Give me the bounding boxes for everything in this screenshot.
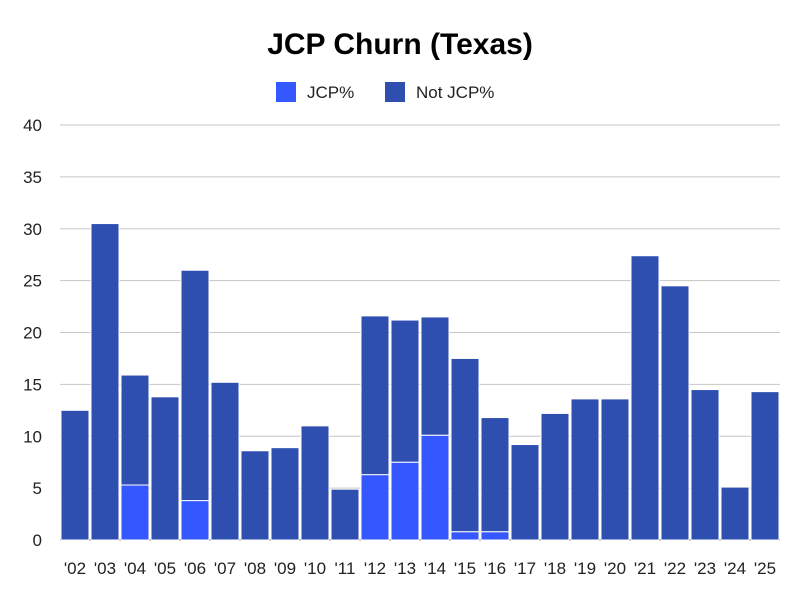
bar-segment-not-jcp	[300, 425, 330, 541]
bar-segment-not-jcp	[180, 269, 210, 502]
legend-label: Not JCP%	[416, 83, 494, 102]
x-tick-label: '23	[694, 559, 716, 578]
x-tick-label: '02	[64, 559, 86, 578]
y-tick-label: 40	[23, 116, 42, 135]
gridlines	[60, 124, 780, 541]
bar-segment-not-jcp	[630, 255, 660, 541]
y-tick-label: 25	[23, 272, 42, 291]
y-tick-label: 0	[33, 531, 42, 550]
x-tick-label: '25	[754, 559, 776, 578]
bar-segment-not-jcp	[330, 488, 360, 541]
x-tick-label: '10	[304, 559, 326, 578]
bar-segment-not-jcp	[540, 412, 570, 541]
y-tick-label: 20	[23, 324, 42, 343]
legend-swatch	[385, 82, 405, 102]
bar-segment-not-jcp	[360, 315, 390, 476]
y-tick-label: 35	[23, 168, 42, 187]
bar-segment-not-jcp	[210, 381, 240, 541]
legend-swatch	[276, 82, 296, 102]
bar-segment-not-jcp	[690, 389, 720, 541]
bar-segment-jcp	[120, 484, 150, 541]
x-tick-label: '17	[514, 559, 536, 578]
bar-segment-jcp	[480, 531, 510, 541]
x-axis-tick-labels: '02 '03 '04 '05 '06 '07 '08 '09 '10 '11 '12 '13 '14 '…	[64, 559, 776, 578]
x-tick-label: '22	[664, 559, 686, 578]
x-tick-label: '14	[424, 559, 446, 578]
bar-segment-not-jcp	[420, 316, 450, 436]
chart-title: JCP Churn (Texas)	[267, 28, 533, 61]
bar-segment-not-jcp	[240, 450, 270, 541]
bar-segment-not-jcp	[450, 357, 480, 533]
legend-label: JCP%	[307, 83, 354, 102]
bar-segment-jcp	[360, 474, 390, 541]
x-tick-label: '13	[394, 559, 416, 578]
x-tick-label: '06	[184, 559, 206, 578]
x-tick-label: '08	[244, 559, 266, 578]
bar-segment-jcp	[420, 434, 450, 541]
y-tick-label: 5	[33, 479, 42, 498]
bar-segment-not-jcp	[570, 398, 600, 541]
bar-segment-not-jcp	[90, 223, 120, 541]
bar-segment-jcp	[180, 500, 210, 541]
x-tick-label: '04	[124, 559, 146, 578]
x-tick-label: '20	[604, 559, 626, 578]
y-axis-tick-labels: 0 5 10 15 20 25 30 35 40	[23, 116, 42, 550]
bar-segment-not-jcp	[510, 444, 540, 541]
x-tick-label: '07	[214, 559, 236, 578]
x-tick-label: '05	[154, 559, 176, 578]
bar-segment-not-jcp	[750, 391, 780, 541]
x-tick-label: '12	[364, 559, 386, 578]
bar-segment-jcp	[390, 461, 420, 541]
bar-segment-not-jcp	[390, 319, 420, 463]
bar-segment-not-jcp	[660, 285, 690, 541]
x-tick-label: '03	[94, 559, 116, 578]
x-tick-label: '24	[724, 559, 746, 578]
bar-segment-jcp	[450, 531, 480, 541]
bar-segment-not-jcp	[720, 486, 750, 541]
x-tick-label: '19	[574, 559, 596, 578]
bar-segment-not-jcp	[60, 409, 90, 541]
x-tick-label: '18	[544, 559, 566, 578]
bar-segment-not-jcp	[480, 417, 510, 533]
bar-segment-not-jcp	[150, 396, 180, 541]
bar-segment-not-jcp	[270, 447, 300, 541]
legend: JCP% Not JCP%	[276, 82, 494, 102]
bars	[60, 223, 780, 541]
y-tick-label: 30	[23, 220, 42, 239]
y-tick-label: 15	[23, 375, 42, 394]
bar-segment-not-jcp	[120, 374, 150, 486]
x-tick-label: '21	[634, 559, 656, 578]
legend-item-jcp: JCP%	[276, 82, 354, 102]
x-tick-label: '11	[335, 559, 356, 578]
y-tick-label: 10	[23, 427, 42, 446]
x-tick-label: '15	[454, 559, 476, 578]
x-tick-label: '16	[484, 559, 506, 578]
bar-segment-not-jcp	[600, 398, 630, 541]
legend-item-not-jcp: Not JCP%	[385, 82, 494, 102]
x-tick-label: '09	[274, 559, 296, 578]
